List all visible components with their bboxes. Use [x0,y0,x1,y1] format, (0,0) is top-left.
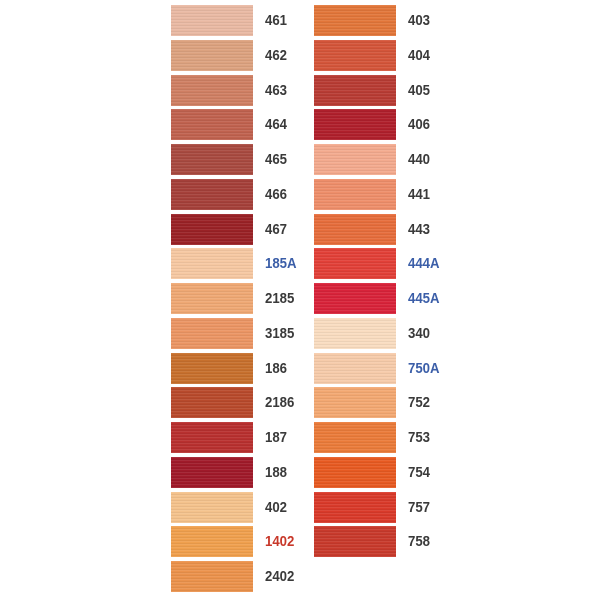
color-code-label: 463 [265,81,288,99]
thread-swatch [171,387,253,419]
thread-swatch [171,526,253,558]
thread-swatch [314,317,396,349]
color-code-label: 2186 [265,394,295,412]
thread-swatch [314,283,396,314]
color-code-label: 750A [408,359,440,377]
thread-swatch [314,178,396,210]
color-code-label: 2402 [265,568,295,585]
color-code-label: 444A [408,255,440,273]
color-code-label: 402 [265,498,288,516]
thread-swatch [314,352,396,384]
color-code-label: 340 [408,324,431,342]
thread-swatch [171,283,253,314]
color-code-label: 465 [265,151,288,168]
thread-swatch [314,526,396,558]
thread-swatch [314,248,396,280]
color-code-label: 758 [408,533,431,551]
color-code-label: 753 [408,429,431,446]
thread-swatch [171,491,253,523]
thread-swatch [314,39,396,71]
color-code-label: 445A [408,290,440,307]
thread-swatch [171,144,253,175]
color-code-label: 462 [265,46,288,64]
color-code-label: 1402 [265,533,295,551]
thread-swatch [171,74,253,106]
color-code-label: 441 [408,185,431,203]
color-code-label: 466 [265,185,288,203]
color-code-label: 754 [408,463,431,481]
color-code-label: 467 [265,220,288,238]
thread-swatch [314,213,396,245]
color-code-label: 404 [408,46,431,64]
color-code-label: 752 [408,394,431,412]
color-code-label: 188 [265,463,288,481]
color-code-label: 405 [408,81,431,99]
thread-swatch [171,248,253,280]
thread-swatch [171,213,253,245]
thread-swatch [314,5,396,36]
color-code-label: 443 [408,220,431,238]
color-code-label: 464 [265,116,288,134]
thread-swatch [171,456,253,488]
thread-swatch [314,144,396,175]
color-code-label: 2185 [265,290,295,307]
color-code-label: 440 [408,151,431,168]
color-code-label: 757 [408,498,431,516]
thread-swatch [171,178,253,210]
thread-swatch [171,5,253,36]
color-code-label: 406 [408,116,431,134]
thread-swatch [171,352,253,384]
thread-swatch [314,491,396,523]
thread-swatch [171,39,253,71]
thread-swatch [171,561,253,592]
thread-swatch [314,109,396,141]
thread-swatch [171,317,253,349]
thread-swatch [314,422,396,453]
color-code-label: 3185 [265,324,295,342]
thread-swatch [314,74,396,106]
color-code-label: 185A [265,255,297,273]
color-code-label: 461 [265,12,288,29]
color-code-label: 186 [265,359,288,377]
thread-swatch [314,456,396,488]
color-code-label: 187 [265,429,288,446]
thread-swatch [314,387,396,419]
thread-swatch [171,422,253,453]
thread-swatch [171,109,253,141]
color-code-label: 403 [408,12,431,29]
